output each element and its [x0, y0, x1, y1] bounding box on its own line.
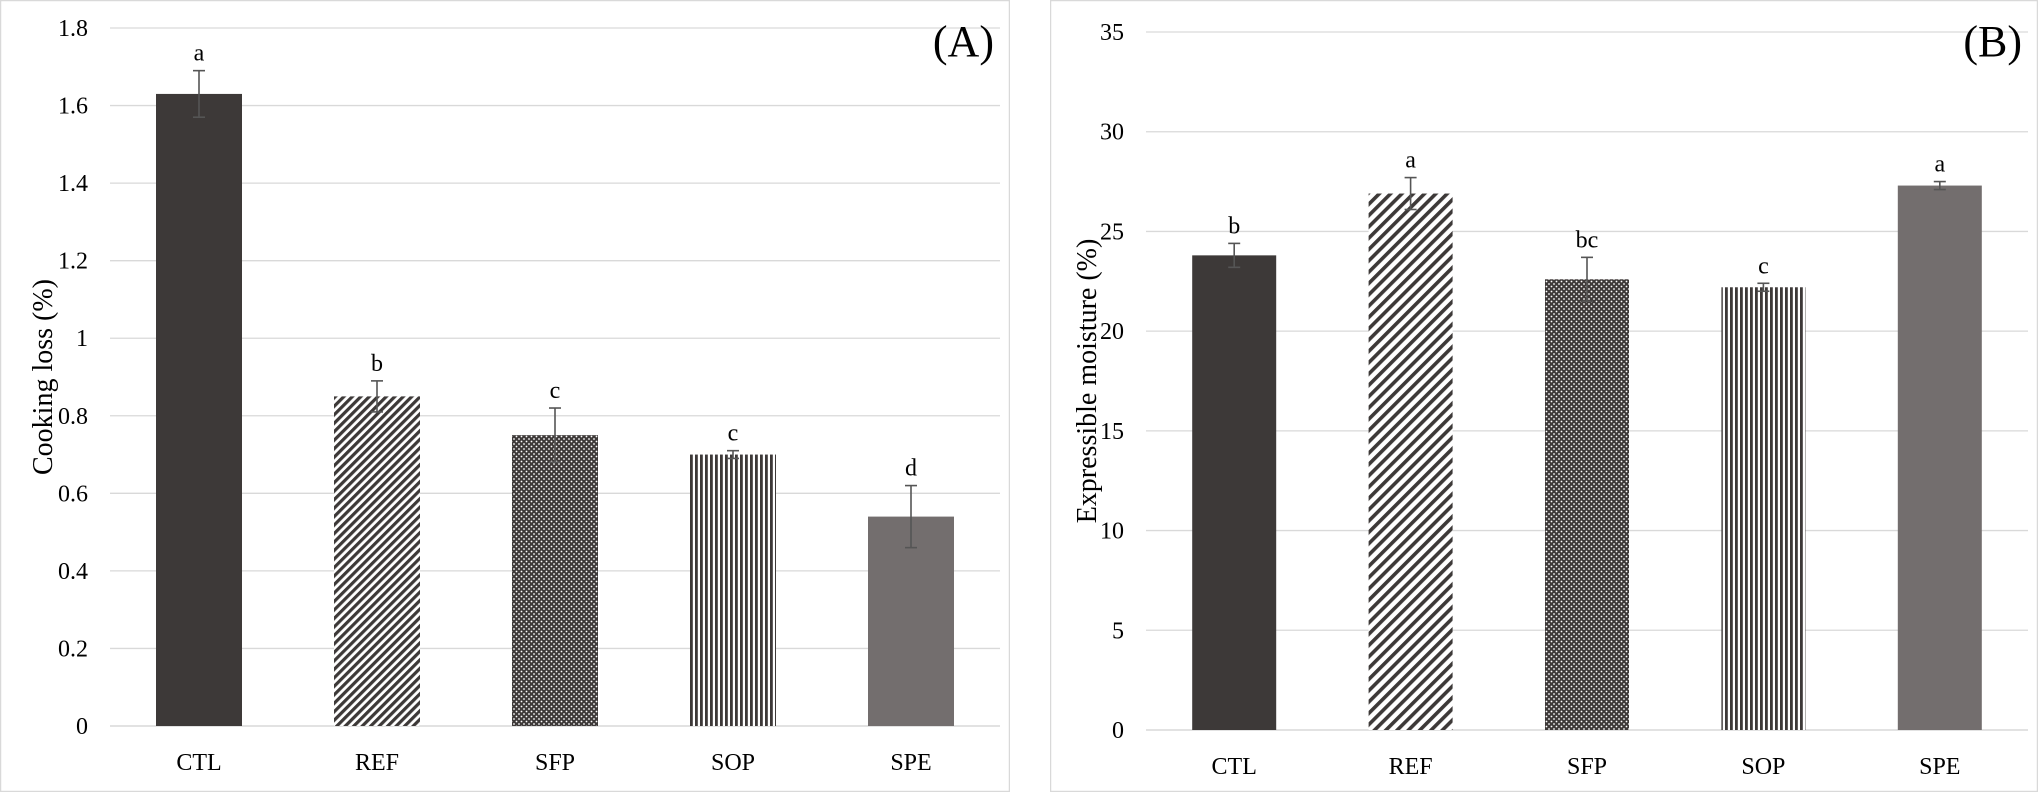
bar-ctl	[1192, 255, 1277, 731]
x-tick-label: CTL	[176, 750, 221, 776]
chart-panel-b: 0 5 10 15 20 25 30 35 Expressible moisture (%) (B…	[1050, 0, 2038, 792]
bar-ctl	[156, 93, 242, 726]
significance-letter-sop: c	[728, 421, 739, 447]
y-tick-label: 0	[1112, 718, 1124, 744]
significance-letter-ctl: b	[1228, 213, 1240, 239]
y-tick-label: 1.8	[58, 16, 88, 42]
x-tick-label: CTL	[1212, 754, 1257, 780]
y-tick-label: 1	[76, 326, 88, 352]
y-tick-label: 35	[1100, 20, 1124, 46]
significance-letter-sfp: bc	[1576, 227, 1599, 253]
y-tick-label: 15	[1100, 419, 1124, 445]
error-bar-spe	[905, 484, 917, 549]
error-bar-sfp	[549, 407, 561, 464]
significance-letter-spe: a	[1934, 152, 1945, 178]
y-tick-label: 30	[1100, 120, 1124, 146]
y-tick-label: 0.6	[58, 481, 88, 507]
y-tick-label: 5	[1112, 618, 1124, 644]
y-axis-label: Expressible moisture (%)	[1072, 239, 1103, 524]
chart-panel-a: 0 0.2 0.4 0.6 0.8 1 1.2 1.4 1.6 1.8 Cooking loss (…	[0, 0, 1010, 792]
x-tick-label: SFP	[1567, 754, 1607, 780]
chart-frame	[0, 0, 1010, 792]
bar-ref	[334, 396, 420, 726]
error-bar-spe	[1933, 180, 1946, 191]
x-tick-label: REF	[355, 750, 399, 776]
y-tick-label: 0.4	[58, 559, 88, 585]
y-axis-label: Cooking loss (%)	[28, 279, 59, 475]
error-bar-ctl	[1228, 242, 1241, 269]
y-tick-label: 1.4	[58, 171, 88, 197]
bar-ref	[1368, 193, 1453, 731]
significance-letter-ctl: a	[194, 41, 205, 67]
y-tick-label: 1.6	[58, 94, 88, 120]
bar-spe	[868, 516, 954, 726]
significance-letter-ref: a	[1405, 148, 1416, 174]
y-tick-label: 0.2	[58, 636, 88, 662]
bar-sfp	[512, 435, 598, 726]
bar-sop	[1721, 287, 1806, 730]
y-tick-label: 0.8	[58, 404, 88, 430]
y-tick-label: 25	[1100, 219, 1124, 245]
y-tick-label: 20	[1100, 319, 1124, 345]
error-bar-sop	[1757, 282, 1770, 293]
significance-letter-sop: c	[1758, 253, 1769, 279]
significance-letter-spe: d	[905, 456, 917, 482]
y-tick-label: 0	[76, 714, 88, 740]
error-bar-sop	[727, 449, 739, 460]
significance-letter-ref: b	[371, 351, 383, 377]
x-tick-label: SOP	[1741, 754, 1785, 780]
panel-label: (A)	[933, 17, 994, 66]
x-tick-label: SFP	[535, 750, 575, 776]
expressible-moisture-chart: 0 5 10 15 20 25 30 35 Expressible moisture (%) (B…	[1050, 0, 2038, 792]
error-bar-ctl	[193, 69, 205, 118]
x-tick-label: SPE	[1919, 754, 1960, 780]
bar-sop	[690, 454, 776, 726]
cooking-loss-chart: 0 0.2 0.4 0.6 0.8 1 1.2 1.4 1.6 1.8 Cooking loss (…	[0, 0, 1010, 792]
bar-spe	[1897, 185, 1982, 730]
error-bar-ref	[371, 380, 383, 413]
x-tick-label: REF	[1389, 754, 1433, 780]
error-bar-ref	[1404, 176, 1417, 211]
bar-sfp	[1545, 279, 1629, 730]
panel-label: (B)	[1963, 17, 2022, 66]
y-tick-label: 1.2	[58, 249, 88, 275]
y-tick-label: 10	[1100, 519, 1124, 545]
x-tick-label: SPE	[890, 750, 931, 776]
x-tick-label: SOP	[711, 750, 755, 776]
error-bar-sfp	[1581, 256, 1593, 303]
significance-letter-sfp: c	[550, 378, 561, 404]
